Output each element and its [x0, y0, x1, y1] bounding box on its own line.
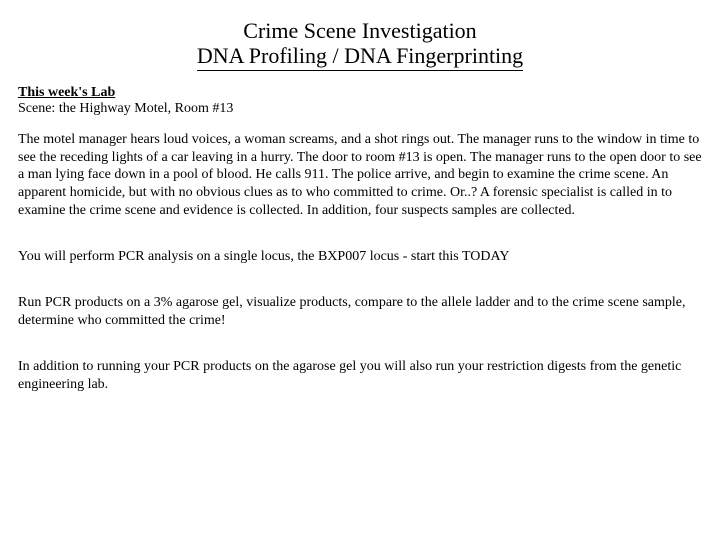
paragraph-gel: Run PCR products on a 3% agarose gel, vi… [18, 294, 702, 330]
scene-line: Scene: the Highway Motel, Room #13 [18, 101, 702, 117]
paragraph-story: The motel manager hears loud voices, a w… [18, 131, 702, 221]
paragraph-restriction: In addition to running your PCR products… [18, 358, 702, 394]
title-line-1: Crime Scene Investigation [118, 18, 602, 43]
title-block: Crime Scene Investigation DNA Profiling … [18, 18, 702, 71]
section-label: This week's Lab [18, 85, 702, 101]
title-line-2: DNA Profiling / DNA Fingerprinting [197, 43, 523, 70]
paragraph-pcr: You will perform PCR analysis on a singl… [18, 248, 702, 266]
